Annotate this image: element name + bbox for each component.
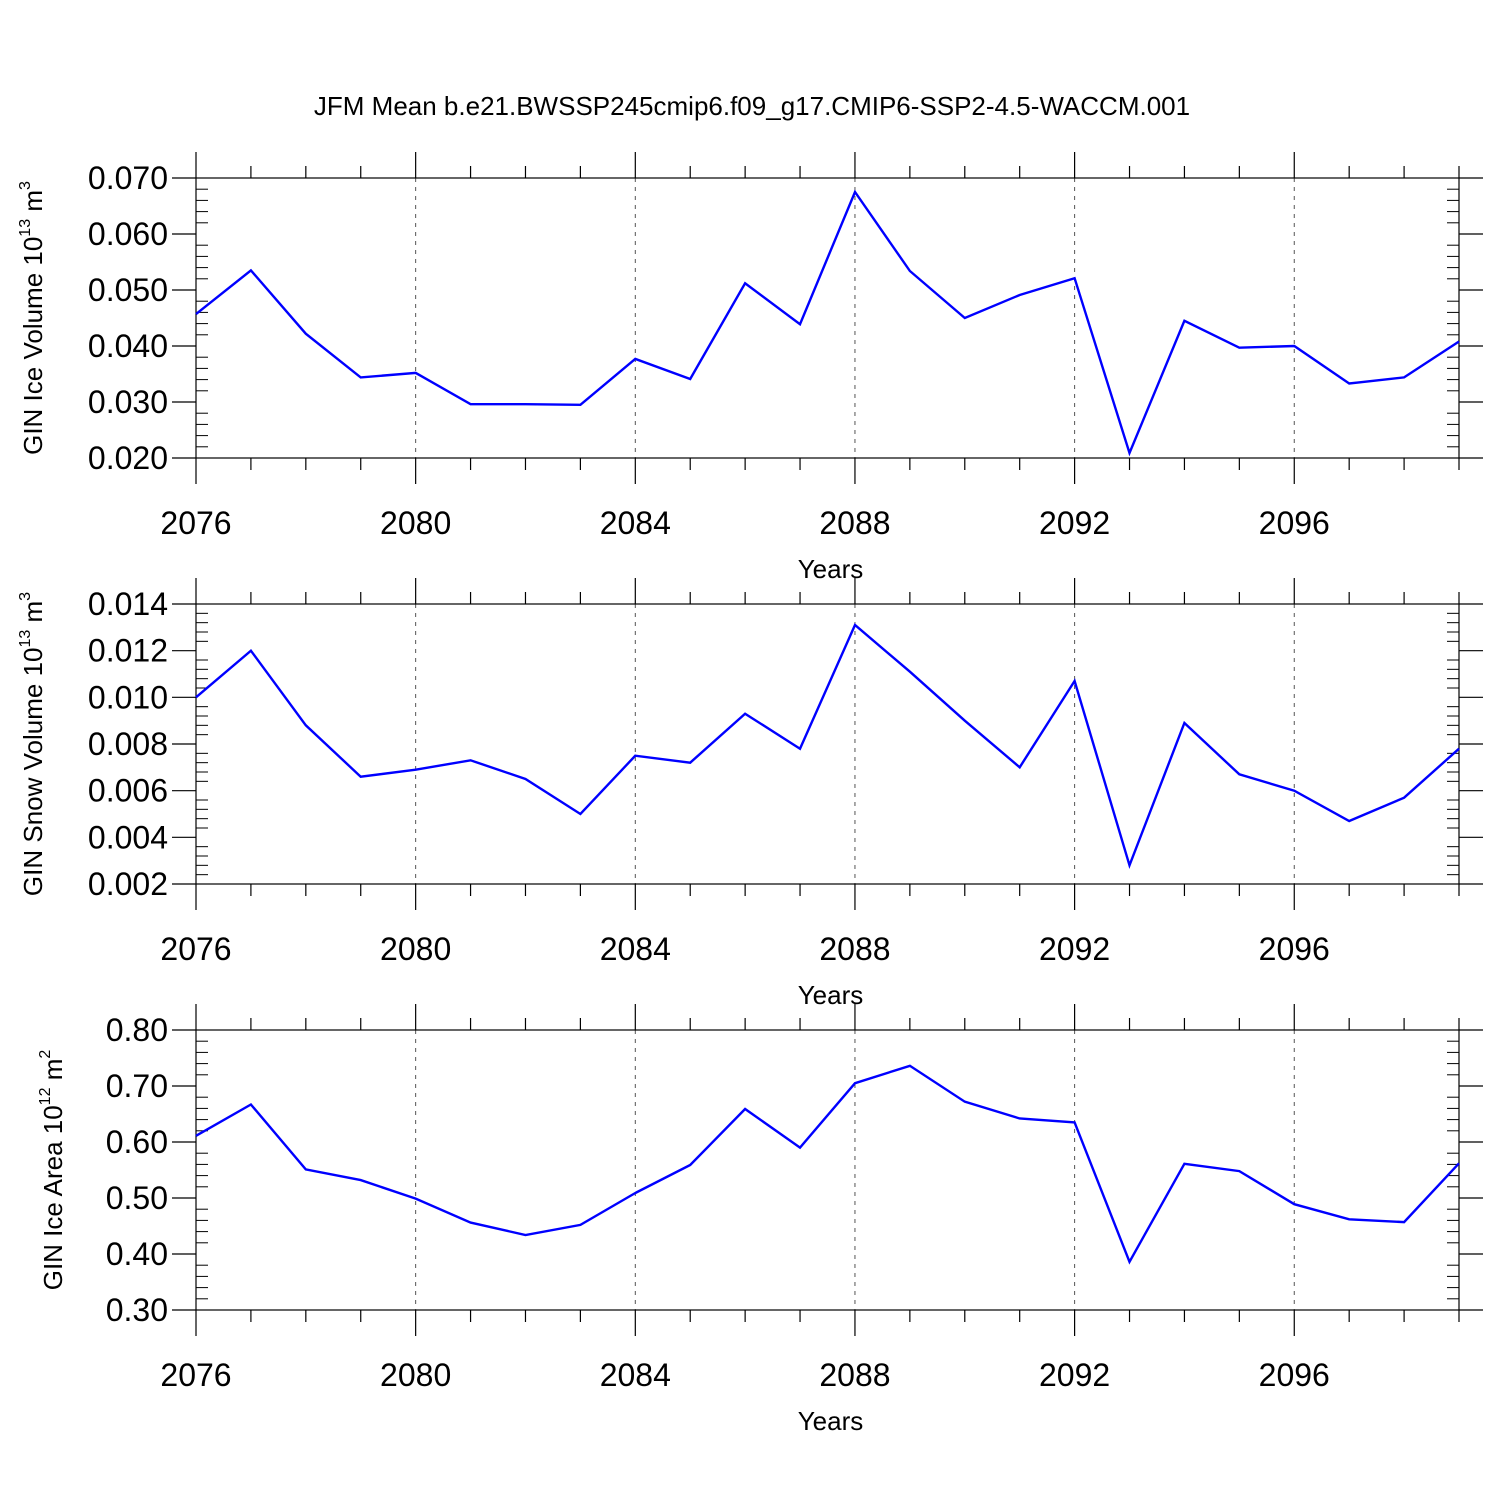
x-axis-label: Years xyxy=(798,980,864,1010)
x-tick-label: 2088 xyxy=(819,931,890,967)
y-tick-label: 0.008 xyxy=(88,726,168,762)
x-tick-label: 2080 xyxy=(380,505,451,541)
y-tick-label: 0.020 xyxy=(88,440,168,476)
x-tick-label: 2084 xyxy=(600,1357,671,1393)
chart-panels: 2076 2080 2084 2088 2092 2096 0.020 0.030 0.040 0… xyxy=(17,152,1483,1436)
series-line xyxy=(195,623,1460,870)
x-tick-label: 2092 xyxy=(1039,505,1110,541)
y-tick-label: 0.014 xyxy=(88,586,168,622)
y-tick-label: 0.60 xyxy=(106,1124,168,1160)
y-axis-label: GIN Ice Volume 1013 m3 xyxy=(17,181,48,455)
series-line xyxy=(195,189,1460,457)
x-tick-label: 2076 xyxy=(160,505,231,541)
x-tick-label: 2084 xyxy=(600,505,671,541)
x-tick-label: 2076 xyxy=(160,931,231,967)
y-tick-label: 0.30 xyxy=(106,1292,168,1328)
chart-title: JFM Mean b.e21.BWSSP245cmip6.f09_g17.CMI… xyxy=(314,91,1190,121)
y-tick-label: 0.80 xyxy=(106,1012,168,1048)
x-tick-label: 2092 xyxy=(1039,1357,1110,1393)
y-tick-label: 0.040 xyxy=(88,328,168,364)
y-axis-label: GIN Ice Area 1012 m2 xyxy=(37,1050,68,1291)
y-tick-label: 0.006 xyxy=(88,773,168,809)
x-tick-label: 2080 xyxy=(380,931,451,967)
y-tick-label: 0.060 xyxy=(88,216,168,252)
y-tick-label: 0.70 xyxy=(106,1068,168,1104)
y-tick-label: 0.030 xyxy=(88,384,168,420)
x-tick-label: 2096 xyxy=(1259,931,1330,967)
panel-1: 2076 2080 2084 2088 2092 2096 0.020 0.030 0.040 0… xyxy=(17,152,1483,584)
y-tick-label: 0.002 xyxy=(88,866,168,902)
x-tick-label: 2088 xyxy=(819,1357,890,1393)
series-line xyxy=(195,1064,1460,1265)
y-tick-label: 0.010 xyxy=(88,679,168,715)
y-tick-label: 0.40 xyxy=(106,1236,168,1272)
plot-frame xyxy=(195,177,1460,459)
x-axis-label: Years xyxy=(798,554,864,584)
y-tick-label: 0.004 xyxy=(88,819,168,855)
y-tick-label: 0.070 xyxy=(88,160,168,196)
x-tick-label: 2076 xyxy=(160,1357,231,1393)
x-tick-label: 2080 xyxy=(380,1357,451,1393)
y-tick-label: 0.50 xyxy=(106,1180,168,1216)
x-tick-label: 2096 xyxy=(1259,505,1330,541)
x-tick-label: 2088 xyxy=(819,505,890,541)
x-tick-label: 2096 xyxy=(1259,1357,1330,1393)
y-tick-label: 0.050 xyxy=(88,272,168,308)
x-tick-label: 2084 xyxy=(600,931,671,967)
y-tick-label: 0.012 xyxy=(88,633,168,669)
plot-frame xyxy=(195,603,1460,885)
x-tick-label: 2092 xyxy=(1039,931,1110,967)
plot-frame xyxy=(195,1029,1460,1311)
x-axis-label: Years xyxy=(798,1406,864,1436)
panel-3: 2076 2080 2084 2088 2092 2096 0.30 0.40 0.50 0.60… xyxy=(37,1004,1483,1436)
panel-2: 2076 2080 2084 2088 2092 2096 0.002 0.004 0.006 0… xyxy=(17,578,1483,1010)
y-axis-label: GIN Snow Volume 1013 m3 xyxy=(17,592,48,896)
